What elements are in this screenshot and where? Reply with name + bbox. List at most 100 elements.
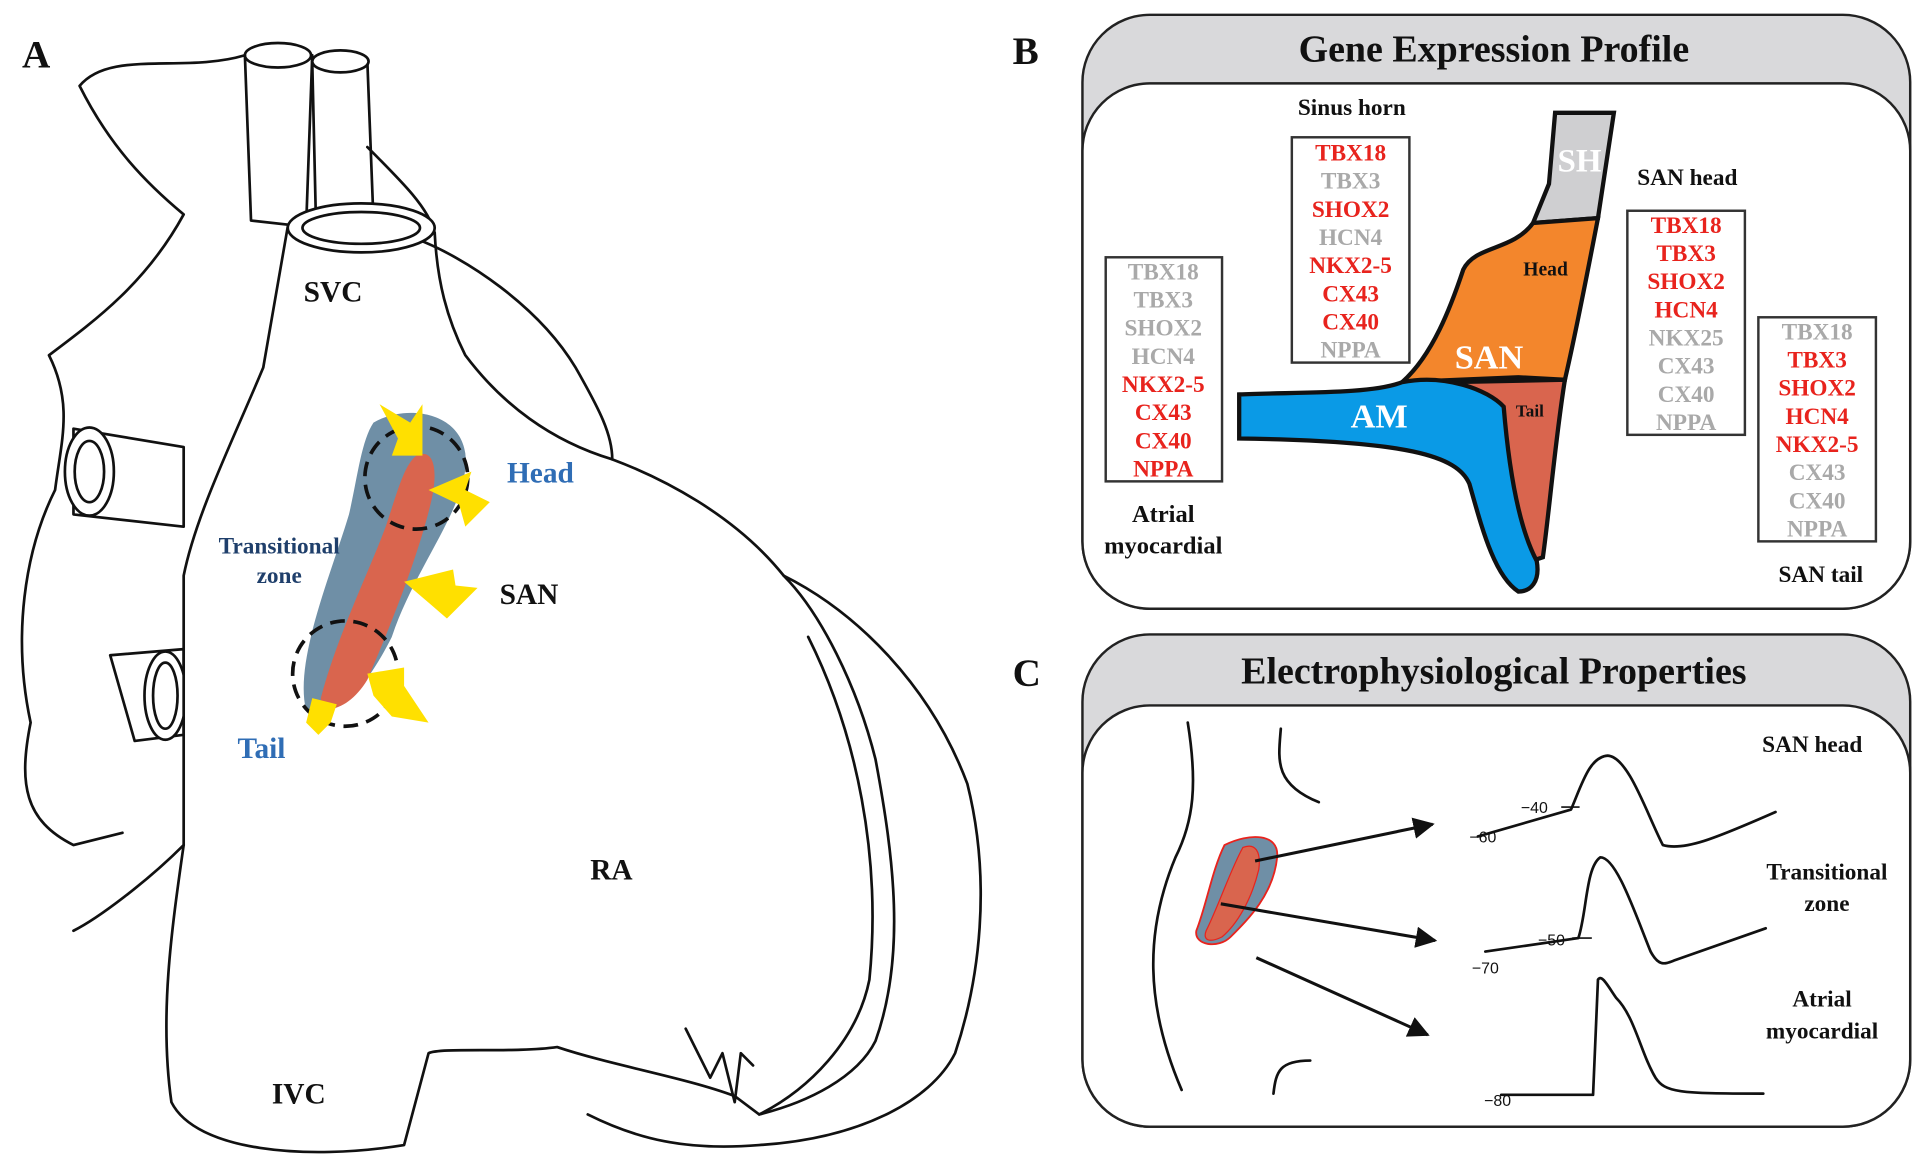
san-head-region <box>1396 215 1601 385</box>
label-sinus-horn: Sinus horn <box>1298 95 1406 121</box>
yellow-arrow <box>306 698 337 735</box>
gene-nkx2-5: NKX2-5 <box>1309 253 1392 279</box>
gene-hcn4: HCN4 <box>1785 404 1849 430</box>
label-c-zone: zone <box>1804 891 1849 917</box>
label-san-head: SAN head <box>1637 165 1737 191</box>
yellow-arrow <box>379 404 423 456</box>
san-head-gene-box <box>1626 209 1747 437</box>
gene-shox2: SHOX2 <box>1312 197 1390 223</box>
gene-tbx3: TBX3 <box>1134 287 1193 313</box>
gene-cx40: CX40 <box>1789 488 1846 514</box>
tick-minus-50: −50 <box>1538 932 1565 949</box>
san-tail-gene-box <box>1757 316 1878 543</box>
gene-nppa: NPPA <box>1320 338 1380 364</box>
gene-tbx18: TBX18 <box>1651 213 1722 239</box>
shape-label-am: AM <box>1351 397 1408 435</box>
pulmonary-vein-upper <box>63 426 186 529</box>
sinus-horn-gene-box <box>1290 136 1411 364</box>
gene-shox2: SHOX2 <box>1647 269 1725 295</box>
gene-tbx18: TBX18 <box>1128 259 1199 285</box>
pulmonary-vein-lower <box>108 647 188 743</box>
yellow-arrow <box>367 667 429 723</box>
label-atrial: Atrial <box>1132 501 1195 528</box>
gene-nkx25: NKX25 <box>1649 325 1724 351</box>
gene-cx43: CX43 <box>1322 281 1379 307</box>
gene-tbx3: TBX3 <box>1787 347 1846 373</box>
label-san-tail: SAN tail <box>1779 562 1864 588</box>
panel-c-body <box>1081 704 1912 1128</box>
trace-transitional <box>1483 855 1768 965</box>
label-ivc: IVC <box>272 1078 326 1110</box>
gene-nkx2-5: NKX2-5 <box>1776 432 1859 458</box>
gene-cx40: CX40 <box>1658 382 1715 408</box>
panel-b-title: Gene Expression Profile <box>1299 28 1690 70</box>
panel-a-letter: A <box>22 33 50 76</box>
am-region <box>1237 377 1540 594</box>
mini-san-core <box>1204 845 1260 941</box>
gene-cx40: CX40 <box>1322 310 1379 336</box>
shape-label-san: SAN <box>1455 339 1524 377</box>
label-san: SAN <box>500 579 559 611</box>
gene-tbx3: TBX3 <box>1656 241 1715 267</box>
yellow-arrows <box>306 404 490 735</box>
label-c-san-head: SAN head <box>1762 732 1862 758</box>
gene-hcn4: HCN4 <box>1132 344 1196 370</box>
label-myocardial: myocardial <box>1104 533 1222 560</box>
label-zone: zone <box>257 563 302 589</box>
tick-minus-80: −80 <box>1484 1093 1511 1110</box>
panel-a: A <box>20 33 982 1154</box>
gene-hcn4: HCN4 <box>1319 225 1383 251</box>
label-c-myocardial: myocardial <box>1766 1019 1879 1045</box>
san-core <box>320 453 435 709</box>
gene-cx43: CX43 <box>1789 460 1846 486</box>
panel-b: B Gene Expression Profile SH Head SAN AM… <box>1013 13 1912 610</box>
trace-san-head <box>1476 754 1777 848</box>
gene-nppa: NPPA <box>1656 410 1716 436</box>
great-vessels <box>243 41 375 229</box>
tick-minus-70: −70 <box>1472 961 1499 978</box>
panel-c: C Electrophysiological Properties −40 −6… <box>1013 633 1912 1128</box>
arrow-to-san-head <box>1254 817 1435 863</box>
label-ra: RA <box>590 854 632 886</box>
panel-c-title: Electrophysiological Properties <box>1241 650 1746 692</box>
atrial-gene-box <box>1104 256 1224 483</box>
gene-cx43: CX43 <box>1135 400 1192 426</box>
arrow-to-atrial <box>1255 956 1430 1037</box>
label-svc: SVC <box>304 276 363 308</box>
shape-label-head: Head <box>1523 260 1568 281</box>
tick-minus-60: −60 <box>1469 830 1496 847</box>
label-head: Head <box>507 458 574 490</box>
gene-tbx18: TBX18 <box>1315 141 1386 167</box>
yellow-arrow <box>428 471 490 527</box>
shape-label-sh: SH <box>1558 144 1602 180</box>
aorta-outline <box>20 53 247 847</box>
gene-shox2: SHOX2 <box>1778 376 1856 402</box>
arrow-to-transitional <box>1220 902 1438 948</box>
yellow-arrow <box>404 569 478 619</box>
gene-tbx18: TBX18 <box>1782 319 1853 345</box>
label-transitional: Transitional <box>219 534 341 560</box>
gene-nppa: NPPA <box>1133 456 1193 482</box>
label-tail: Tail <box>238 733 286 765</box>
gene-nkx2-5: NKX2-5 <box>1122 372 1205 398</box>
shape-label-tail: Tail <box>1516 401 1544 420</box>
atrium-wall-left <box>1151 721 1195 1092</box>
gene-tbx3: TBX3 <box>1321 169 1380 195</box>
gene-hcn4: HCN4 <box>1654 297 1718 323</box>
trace-atrial <box>1499 976 1765 1097</box>
label-c-atrial: Atrial <box>1792 987 1852 1013</box>
tick-minus-40: −40 <box>1521 800 1548 817</box>
atrium-wall-right-bottom <box>1272 1059 1312 1095</box>
gene-cx40: CX40 <box>1135 428 1192 454</box>
panel-c-letter: C <box>1013 652 1041 695</box>
label-c-transitional: Transitional <box>1766 859 1888 885</box>
gene-shox2: SHOX2 <box>1125 316 1203 342</box>
gene-cx43: CX43 <box>1658 354 1715 380</box>
atrium-wall-right-top <box>1277 727 1321 804</box>
gene-nppa: NPPA <box>1787 516 1847 542</box>
